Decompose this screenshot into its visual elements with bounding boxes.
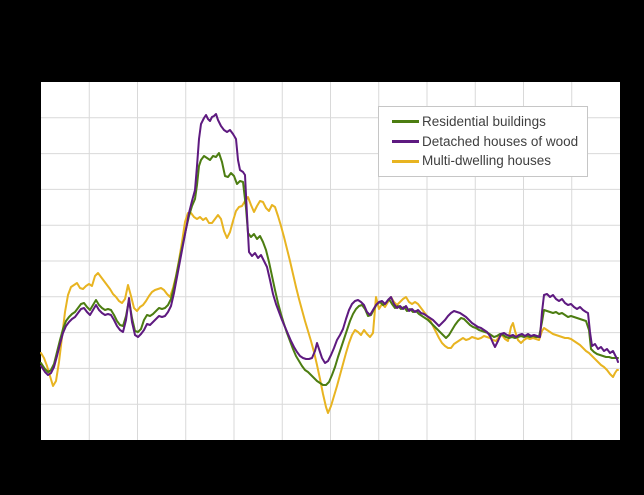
legend-swatch-detached-houses-of-wood [392, 140, 419, 143]
legend-label-multi-dwelling-houses: Multi-dwelling houses [422, 153, 552, 169]
chart-legend: Residential buildings Detached houses of… [378, 106, 588, 177]
legend-item-multi-dwelling-houses[interactable]: Multi-dwelling houses [392, 154, 583, 168]
legend-swatch-multi-dwelling-houses [392, 159, 419, 163]
legend-swatch-residential-buildings [392, 120, 419, 124]
legend-item-residential-buildings[interactable]: Residential buildings [392, 115, 583, 129]
legend-label-residential-buildings: Residential buildings [422, 114, 546, 130]
legend-item-detached-houses-of-wood[interactable]: Detached houses of wood [392, 135, 583, 149]
legend-label-detached-houses-of-wood: Detached houses of wood [422, 133, 579, 149]
